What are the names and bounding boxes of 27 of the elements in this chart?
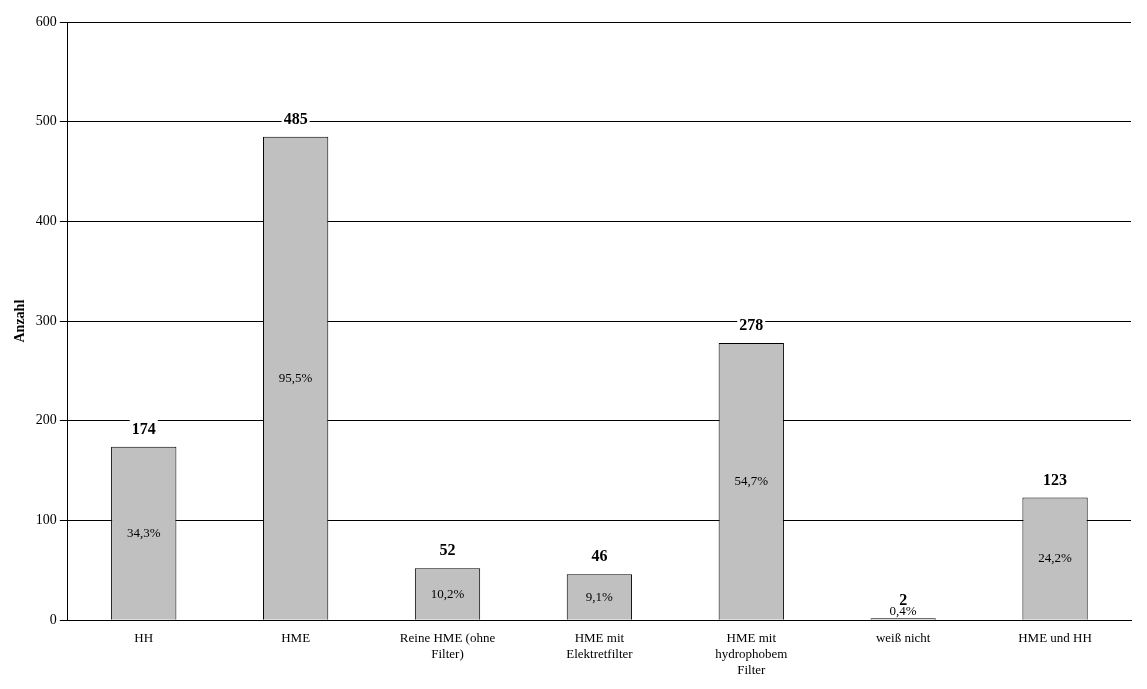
y-tick-label: 300 (35, 312, 57, 328)
annotation: 34,3% (126, 524, 161, 540)
annotation: 9,1% (585, 588, 614, 604)
y-axis-title: Anzahl (12, 299, 28, 343)
annotation: 10,2% (430, 585, 465, 601)
data-label: 46 (591, 547, 608, 565)
data-label: 123 (1043, 470, 1068, 488)
y-tick-label: 100 (35, 512, 57, 528)
y-tick-label: 200 (35, 412, 57, 428)
x-tick-label: HH (134, 630, 154, 646)
data-label: 485 (283, 109, 308, 127)
x-tick-label: HME (281, 630, 311, 646)
y-tick-label: 500 (35, 113, 57, 129)
x-tick-label: HME und HH (1018, 630, 1092, 646)
y-tick-label: 0 (49, 611, 57, 627)
data-label: 278 (739, 316, 764, 334)
data-label: 174 (131, 419, 156, 437)
annotation: 24,2% (1038, 550, 1073, 566)
x-tick-label: weiß nicht (875, 630, 931, 646)
annotation: 54,7% (734, 473, 769, 489)
x-tick-label: Reine HME (ohne Filter) (399, 630, 496, 662)
x-tick-label: HME mit hydrophobem Filter (715, 630, 788, 677)
data-label: 52 (439, 541, 456, 559)
annotation: 95,5% (278, 369, 313, 385)
y-tick-label: 600 (35, 13, 57, 29)
y-tick-label: 400 (35, 213, 57, 229)
x-tick-label: HME mit Elektretfilter (566, 630, 634, 662)
